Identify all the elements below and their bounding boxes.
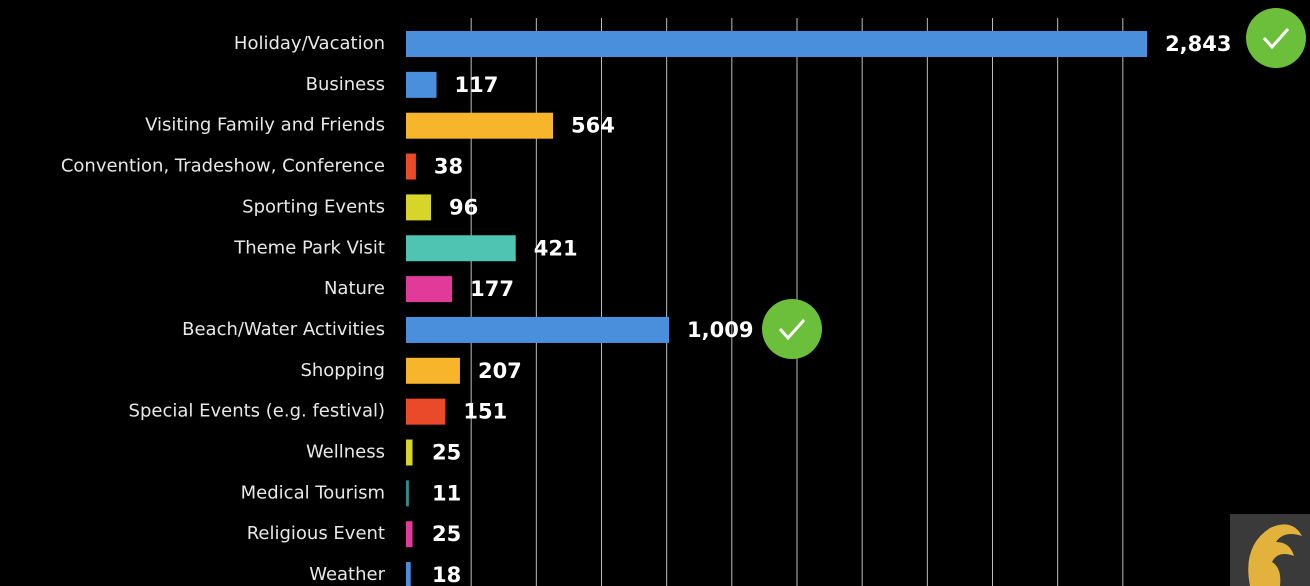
category-label: Business [306,74,385,95]
bar [406,521,413,548]
bar [406,439,413,466]
data-label: 11 [432,481,461,505]
bar [406,31,1148,57]
bar [406,480,409,507]
data-label: 177 [470,277,514,301]
category-label: Visiting Family and Friends [145,115,385,136]
data-label: 151 [463,400,507,424]
data-label: 117 [454,73,498,97]
category-label: Special Events (e.g. festival) [129,401,385,422]
category-label: Wellness [306,442,385,463]
data-label: 18 [432,563,461,586]
category-label: Holiday/Vacation [234,33,385,54]
check-icon [1246,8,1306,68]
data-label: 207 [478,359,522,383]
bar [406,276,453,303]
check-icon [762,299,822,359]
category-label: Shopping [300,360,385,381]
data-label: 25 [432,441,461,465]
category-label: Theme Park Visit [233,237,385,258]
logo [1230,514,1310,586]
bar [406,562,411,586]
data-label: 96 [449,195,478,219]
bar [406,194,432,221]
data-label: 38 [434,155,463,179]
bar [406,71,437,98]
bar [406,153,416,180]
data-label: 25 [432,522,461,546]
category-label: Beach/Water Activities [182,319,385,340]
bar [406,398,446,425]
category-label: Nature [324,278,385,299]
data-label: 1,009 [687,318,753,342]
category-label: Religious Event [247,523,385,544]
category-label: Convention, Tradeshow, Conference [61,156,385,177]
category-label: Medical Tourism [241,482,385,503]
data-label: 564 [571,114,615,138]
data-label: 2,843 [1165,32,1231,56]
bar [406,316,670,343]
category-label: Weather [309,564,385,585]
bar [406,357,460,384]
bars: Holiday/Vacation 2,843 Business 117 Visiting… [61,31,1232,586]
category-label: Sporting Events [242,196,385,217]
bar [406,235,516,262]
bar [406,112,554,139]
data-label: 421 [534,236,578,260]
